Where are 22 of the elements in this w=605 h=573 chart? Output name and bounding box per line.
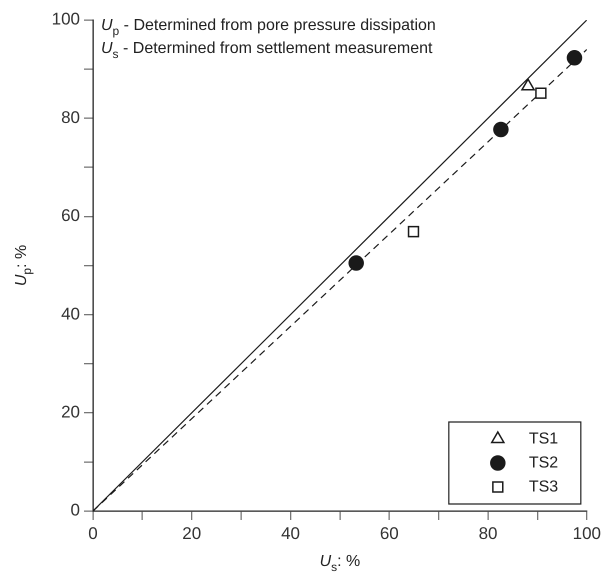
y-tick-label: 40 — [61, 304, 80, 324]
y-tick-label: 80 — [61, 108, 80, 127]
point — [521, 78, 535, 91]
x-tick-label: 20 — [182, 524, 202, 543]
legend-label: TS3 — [528, 478, 558, 496]
y-tick-label: 60 — [61, 206, 80, 226]
y-tick-label: 20 — [61, 402, 80, 422]
point — [493, 122, 509, 138]
x-tick-label: 0 — [88, 524, 98, 543]
legend-label: TS2 — [528, 454, 558, 472]
point — [566, 50, 582, 66]
point — [535, 87, 547, 99]
x-tick-label: 100 — [572, 524, 602, 543]
x-tick-label: 60 — [380, 524, 399, 543]
point — [408, 226, 420, 238]
y-tick-label: 0 — [70, 500, 80, 520]
x-tick-label: 40 — [281, 524, 300, 543]
legend-label: TS1 — [528, 430, 558, 448]
point — [348, 255, 364, 271]
y-tick-label: 100 — [52, 10, 80, 29]
x-tick-label: 80 — [478, 524, 498, 543]
y-axis-title: Up: % — [13, 244, 34, 286]
